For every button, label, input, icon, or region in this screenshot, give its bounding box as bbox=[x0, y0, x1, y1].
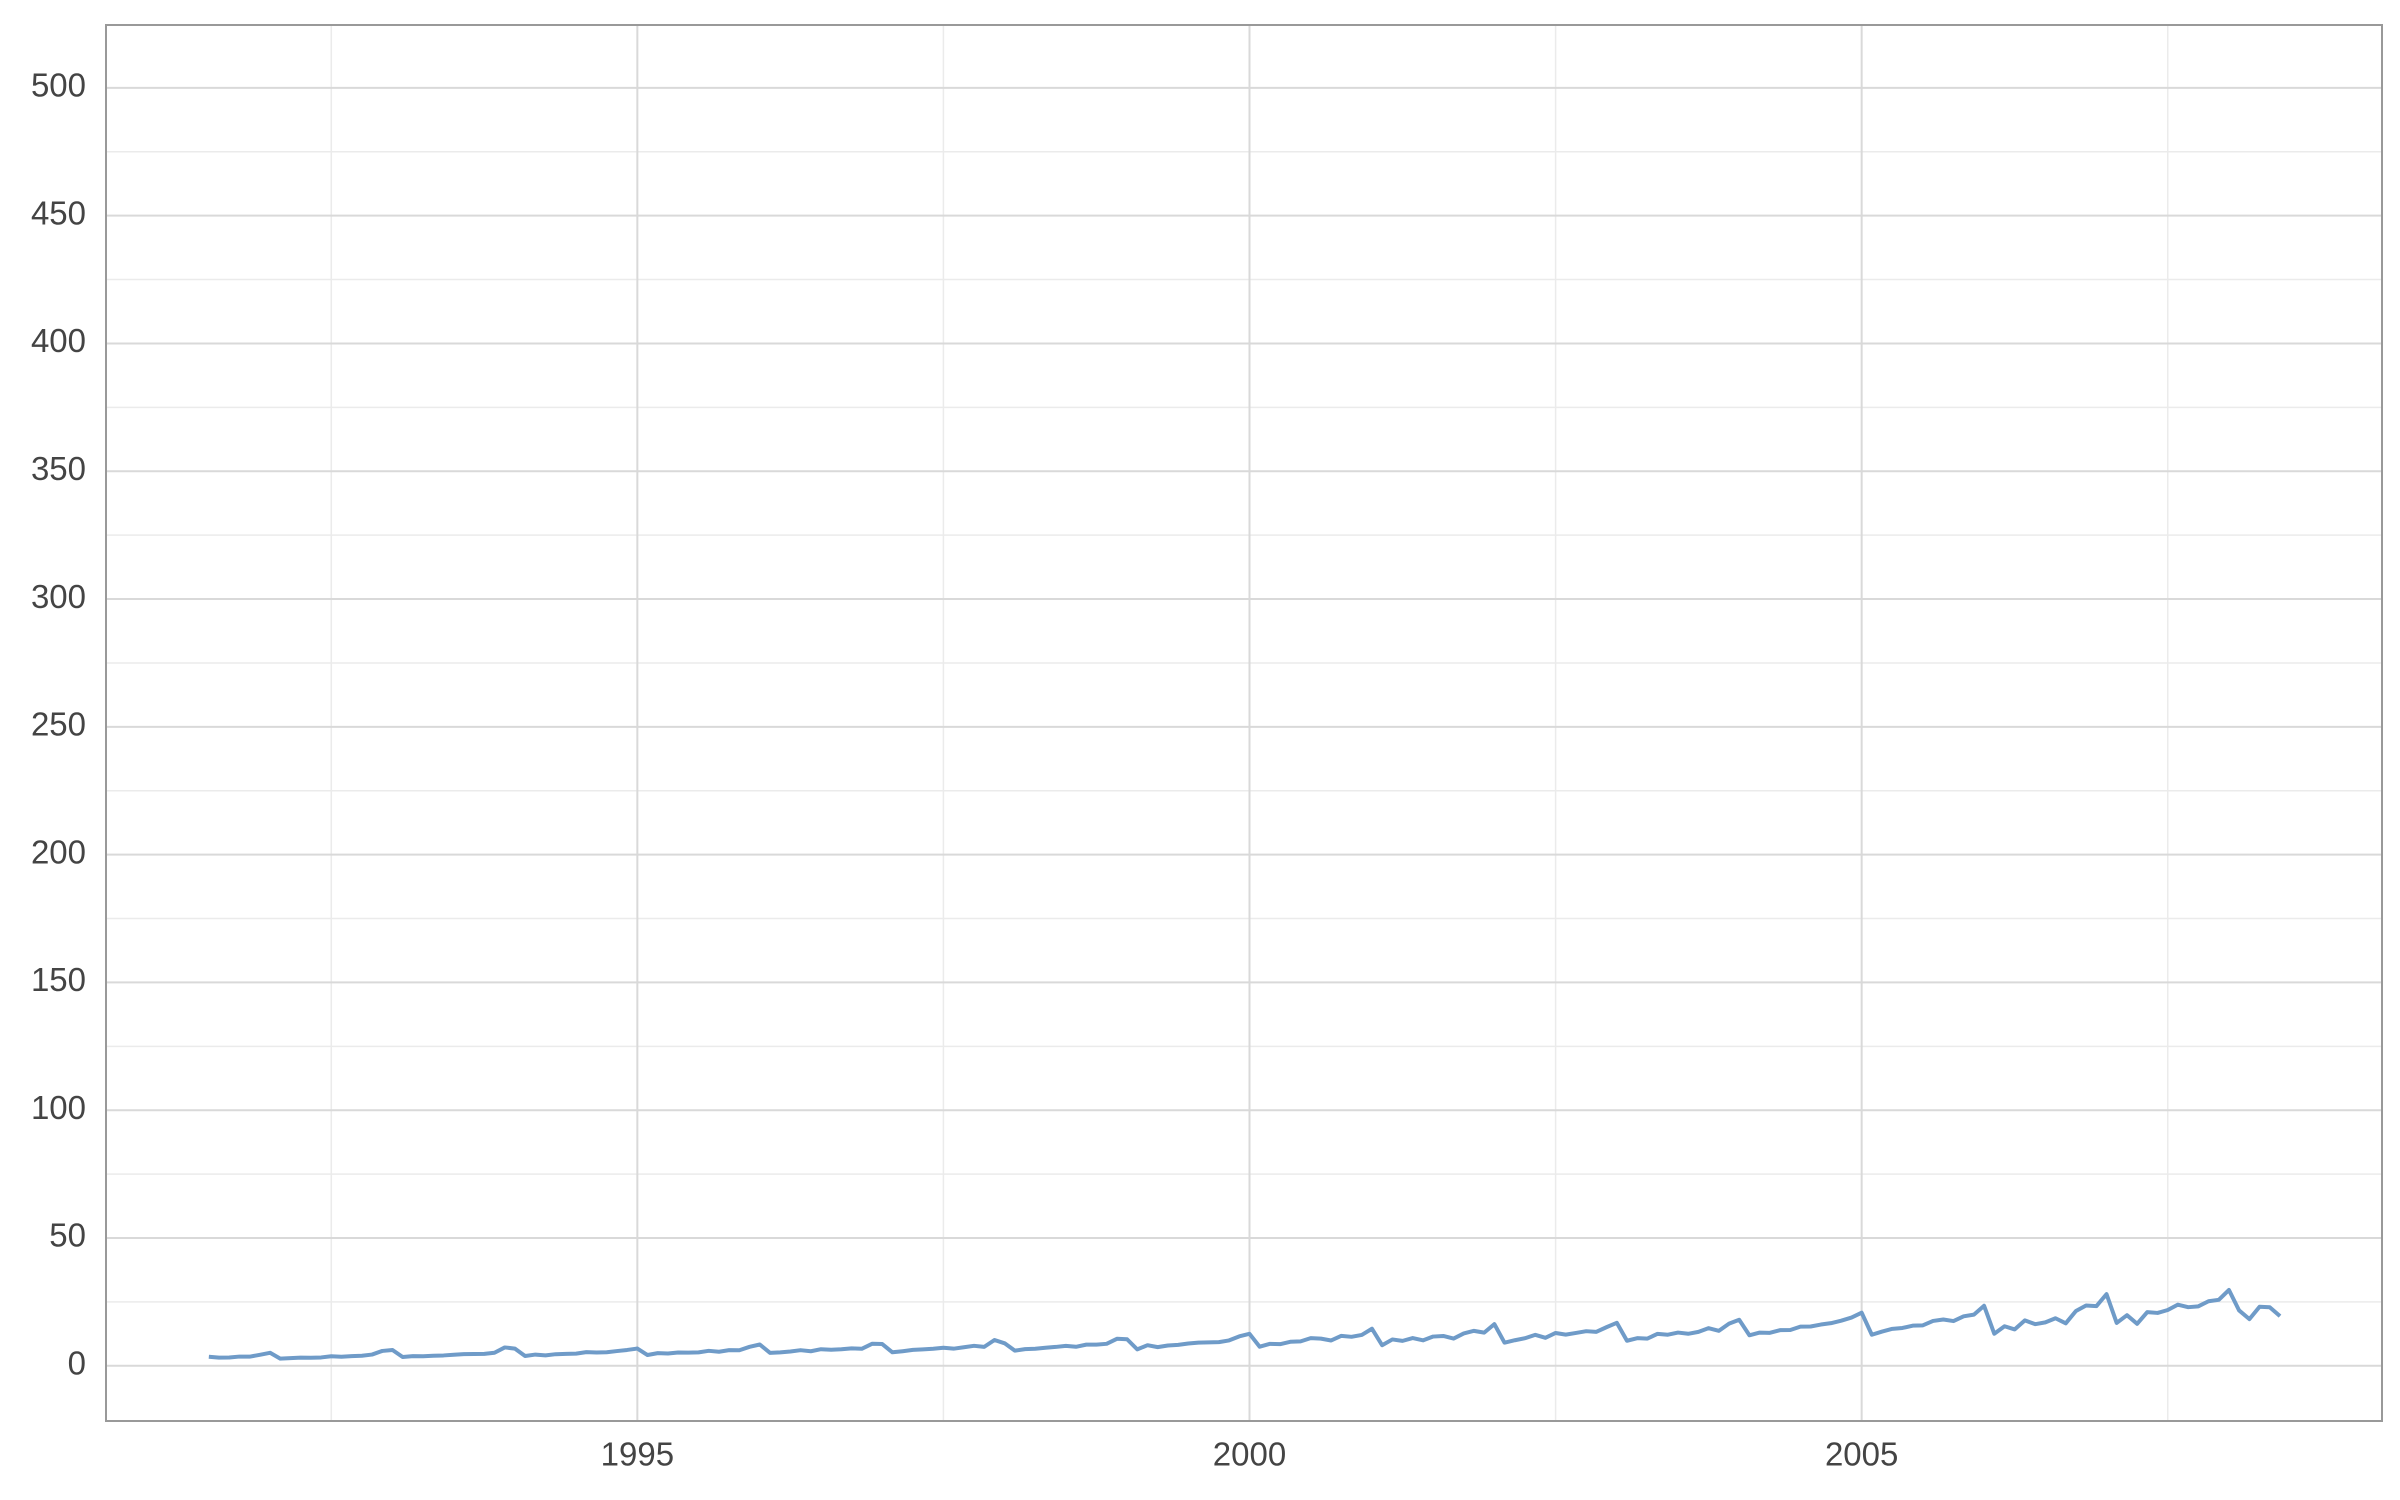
y-tick-label: 200 bbox=[31, 833, 86, 870]
y-tick-label: 450 bbox=[31, 194, 86, 231]
y-tick-label: 150 bbox=[31, 961, 86, 998]
y-tick-label: 250 bbox=[31, 706, 86, 743]
x-tick-label: 1995 bbox=[601, 1436, 674, 1473]
y-tick-label: 350 bbox=[31, 450, 86, 487]
plot-border bbox=[105, 24, 2383, 1422]
data-line bbox=[208, 1287, 2282, 1361]
x-tick-label: 2005 bbox=[1825, 1436, 1898, 1473]
y-tick-label: 300 bbox=[31, 578, 86, 615]
y-tick-label: 500 bbox=[31, 67, 86, 104]
y-tick-label: 400 bbox=[31, 322, 86, 359]
y-tick-label: 100 bbox=[31, 1089, 86, 1126]
x-tick-label: 2000 bbox=[1213, 1436, 1286, 1473]
y-tick-label: 0 bbox=[68, 1345, 86, 1382]
y-tick-label: 50 bbox=[49, 1217, 86, 1254]
